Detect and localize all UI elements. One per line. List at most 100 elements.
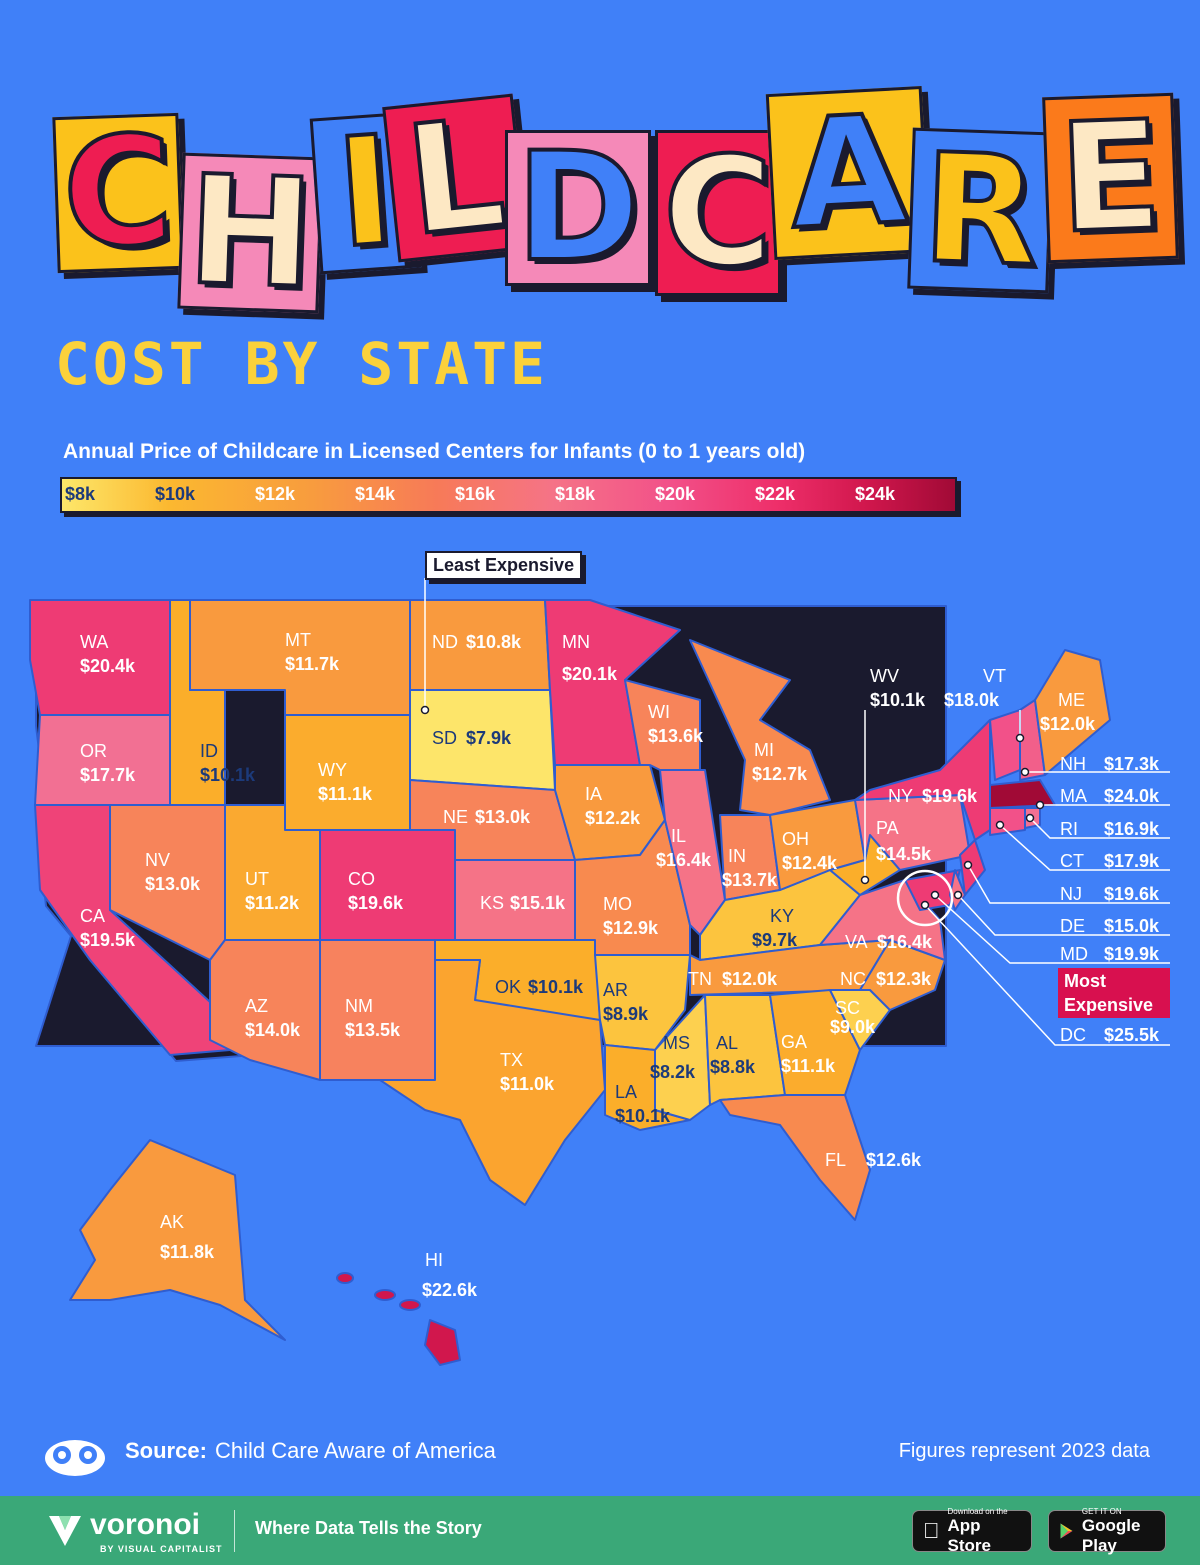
- label-ia-value: $12.2k: [585, 808, 641, 828]
- label-de-value: $15.0k: [1104, 916, 1160, 936]
- label-sc-value: $9.0k: [830, 1017, 876, 1037]
- state-ny: [854, 719, 991, 841]
- label-wv-code: WV: [870, 666, 899, 686]
- most-expensive-callout: Most Expensive: [1058, 968, 1170, 1018]
- label-wy-code: WY: [318, 760, 347, 780]
- label-ct-code: CT: [1060, 851, 1084, 871]
- google-play-button[interactable]: GET IT ON Google Play: [1048, 1507, 1166, 1555]
- label-ks-value: $15.1k: [510, 893, 566, 913]
- legend-tick: $20k: [655, 484, 696, 504]
- title-letter: A: [783, 81, 912, 265]
- label-mo-value: $12.9k: [603, 918, 659, 938]
- state-tx: [319, 959, 606, 1206]
- leader-dot: [920, 900, 930, 910]
- title-tile-c1: C: [52, 102, 184, 284]
- label-ne-code: NE: [443, 807, 468, 827]
- title-letter: C: [661, 126, 775, 300]
- label-mo-code: MO: [603, 894, 632, 914]
- label-ca-code: CA: [80, 906, 105, 926]
- footer-tagline: Where Data Tells the Story: [255, 1518, 482, 1538]
- source-text: Child Care Aware of America: [215, 1438, 496, 1463]
- label-sd-value: $7.9k: [466, 728, 512, 748]
- label-pa-value: $14.5k: [876, 844, 932, 864]
- label-id-code: ID: [200, 741, 218, 761]
- state-hi: [424, 1319, 461, 1366]
- label-ri-code: RI: [1060, 819, 1078, 839]
- title-tile-h: H: [177, 142, 324, 324]
- leader-dot: [1020, 767, 1030, 777]
- label-ne-value: $13.0k: [475, 807, 531, 827]
- label-md-code: MD: [1060, 944, 1088, 964]
- state-nj: [959, 839, 986, 896]
- label-id-value: $10.1k: [200, 765, 256, 785]
- leader-dot: [1015, 733, 1025, 743]
- label-la-code: LA: [615, 1082, 637, 1102]
- label-nm-value: $13.5k: [345, 1020, 401, 1040]
- label-tx-code: TX: [500, 1050, 523, 1070]
- voronoi-logo-icon: [49, 1516, 81, 1546]
- leader-dot: [963, 860, 973, 870]
- label-or-code: OR: [80, 741, 107, 761]
- title-childcare: C H I L D C A R E: [40, 70, 1180, 324]
- google-play-icon: [1060, 1523, 1073, 1539]
- label-or-value: $17.7k: [80, 765, 136, 785]
- leader-line-nj: [967, 864, 1170, 904]
- title-letter: E: [1054, 87, 1166, 268]
- voronoi-brand-sub: BY VISUAL CAPITALIST: [100, 1544, 223, 1554]
- state-de: [949, 869, 966, 911]
- label-ar-value: $8.9k: [603, 1004, 649, 1024]
- label-nc-code: NC: [840, 969, 866, 989]
- state-fl: [719, 1094, 871, 1221]
- label-al-code: AL: [716, 1033, 738, 1053]
- leader-dot: [995, 820, 1005, 830]
- label-va-value: $16.4k: [877, 932, 933, 952]
- title-tile-a: A: [765, 81, 931, 265]
- label-me-value: $12.0k: [1040, 714, 1096, 734]
- state-hi-islands: [374, 1289, 396, 1301]
- label-nm-code: NM: [345, 996, 373, 1016]
- label-va-code: VA: [845, 932, 868, 952]
- dc-highlight-circle: [896, 869, 954, 927]
- state-hi-islands: [336, 1272, 354, 1284]
- label-tn-code: TN: [688, 969, 712, 989]
- label-sd-code: SD: [432, 728, 457, 748]
- legend-tick: $12k: [255, 484, 296, 504]
- legend-tick: $16k: [455, 484, 496, 504]
- state-wy: [284, 714, 411, 831]
- label-ak-value: $11.8k: [160, 1242, 215, 1262]
- google-play-big-text: Google Play: [1081, 1515, 1141, 1555]
- legend-tick: $8k: [65, 484, 96, 504]
- title-letter: D: [514, 121, 643, 295]
- state-mi: [689, 639, 831, 816]
- leader-dot: [860, 875, 870, 885]
- label-mn-value: $20.1k: [562, 664, 618, 684]
- state-ms: [654, 994, 711, 1121]
- state-nm: [319, 939, 436, 1081]
- label-mi-value: $12.7k: [752, 764, 808, 784]
- leader-line-ri: [1029, 817, 1170, 839]
- legend-tick: $24k: [855, 484, 896, 504]
- us-map: WA $20.4k OR $17.7k CA $19.5k ID $10.1k …: [29, 578, 1170, 1366]
- voronoi-brand[interactable]: voronoi: [90, 1508, 200, 1541]
- title-letter: L: [397, 84, 514, 271]
- most-expensive-line2: Expensive: [1064, 995, 1154, 1015]
- label-nj-value: $19.6k: [1104, 884, 1160, 904]
- label-ky-code: KY: [770, 906, 794, 926]
- label-in-code: IN: [728, 846, 746, 866]
- label-hi-code: HI: [425, 1250, 443, 1270]
- label-vt-value: $18.0k: [944, 690, 1000, 710]
- legend-tick: $10k: [155, 484, 196, 504]
- leader-line-md: [934, 894, 1170, 964]
- label-la-value: $10.1k: [615, 1106, 671, 1126]
- apple-icon: : [923, 1518, 940, 1544]
- source-row: Source: Child Care Aware of America Figu…: [40, 1430, 1160, 1480]
- label-ak-code: AK: [160, 1212, 184, 1232]
- label-ct-value: $17.9k: [1104, 851, 1160, 871]
- leader-line-de: [957, 894, 1170, 936]
- label-az-value: $14.0k: [245, 1020, 301, 1040]
- leader-line-dc: [924, 904, 1170, 1046]
- label-fl-code: FL: [825, 1150, 846, 1170]
- label-nd-value: $10.8k: [466, 632, 522, 652]
- label-mn-code: MN: [562, 632, 590, 652]
